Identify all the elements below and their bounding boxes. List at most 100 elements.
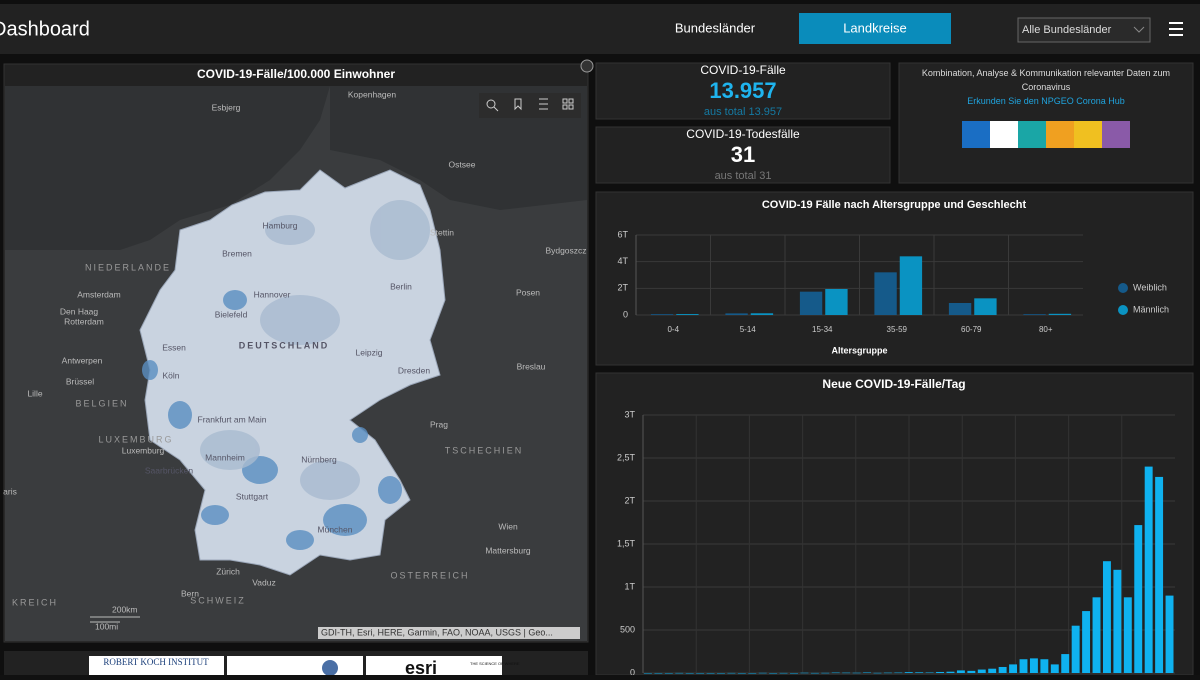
- x-tick-label: 80+: [1039, 325, 1053, 334]
- map-labels: Kopenhagen Esbjerg Ostsee Hamburg Stetti…: [3, 89, 586, 607]
- place: Esbjerg: [212, 102, 241, 112]
- info-text: Kombination, Analyse & Kommunikation rel…: [921, 68, 1171, 92]
- bar: [894, 672, 903, 674]
- cases-label: COVID-19-Fälle: [700, 63, 786, 77]
- cases-panel: [595, 62, 891, 120]
- country: SCHWEIZ: [190, 595, 246, 605]
- map-tool-icons: [486, 98, 574, 112]
- place: Amsterdam: [77, 289, 120, 299]
- bar: [1023, 314, 1046, 315]
- bar: [863, 672, 871, 673]
- y-tick-label: 0: [630, 667, 635, 675]
- bar: [727, 672, 736, 674]
- info-wrap: Kombination, Analyse & Kommunikation rel…: [921, 68, 1171, 106]
- bar: [799, 291, 823, 315]
- tab[interactable]: Landkreise: [843, 20, 907, 35]
- dropdown[interactable]: [1017, 17, 1151, 43]
- scale-label: 200km: [112, 604, 138, 614]
- place: Nürnberg: [301, 454, 337, 464]
- country: BELGIEN: [75, 398, 128, 408]
- close-button[interactable]: [580, 59, 594, 73]
- tab-active[interactable]: [799, 13, 951, 44]
- y-tick-label: 1,5T: [617, 538, 636, 548]
- bar: [1102, 561, 1111, 673]
- x-axis-label: Altersgruppe: [831, 345, 887, 355]
- bar: [706, 673, 715, 674]
- bar: [750, 313, 774, 315]
- bar: [974, 298, 997, 315]
- bar: [948, 303, 972, 315]
- bar: [650, 314, 674, 315]
- bar: [831, 672, 840, 674]
- bar: [717, 673, 725, 674]
- bar: [1040, 659, 1049, 673]
- deaths-panel: [595, 126, 891, 184]
- top-bar: [0, 4, 1200, 54]
- bar: [1029, 658, 1038, 673]
- place: Bielefeld: [215, 309, 248, 319]
- bar: [956, 670, 965, 673]
- place: Kopenhagen: [348, 89, 396, 99]
- y-tick-label: 2,5T: [617, 452, 636, 462]
- bar: [967, 670, 976, 673]
- bar: [1113, 569, 1122, 673]
- cases-value: 13.957: [709, 78, 776, 103]
- attribution: GDI-TH, Esri, HERE, Garmin, FAO, NOAA, U…: [321, 627, 553, 637]
- bar: [925, 672, 934, 673]
- place: Luxemburg: [122, 445, 165, 455]
- hub-icons: [962, 121, 1130, 148]
- country: KREICH: [12, 597, 58, 607]
- bar: [1048, 313, 1072, 315]
- bar: [998, 666, 1007, 673]
- place: Rotterdam: [64, 316, 104, 326]
- place: Bern: [181, 588, 199, 598]
- place: Hannover: [254, 289, 291, 299]
- x-tick-label: 60-79: [961, 325, 982, 334]
- bar: [946, 671, 955, 673]
- bar: [810, 672, 819, 674]
- legend-label: Männlich: [1133, 304, 1169, 314]
- bar: [883, 672, 892, 674]
- bar: [1155, 476, 1164, 673]
- bar: [904, 672, 913, 673]
- bar: [1019, 659, 1028, 673]
- place: Zürich: [216, 566, 240, 576]
- app-title: Dashboard: [0, 18, 90, 40]
- dropdown-text: Alle Bundesländer: [1022, 24, 1112, 36]
- bar: [675, 672, 684, 674]
- country: LUXEMBURG: [98, 434, 173, 444]
- bar: [1092, 597, 1101, 673]
- country: NIEDERLANDE: [85, 262, 171, 272]
- place: Stettin: [430, 227, 454, 237]
- bar: [1050, 664, 1059, 673]
- place: Leipzig: [356, 347, 383, 357]
- bar: [685, 673, 694, 674]
- logo-text: THE SCIENCE OF WHERE: [470, 661, 520, 666]
- deaths-label: COVID-19-Todesfälle: [686, 127, 800, 141]
- logo: [366, 656, 502, 675]
- place: Posen: [516, 287, 540, 297]
- bar: [873, 672, 882, 674]
- deaths-sub: aus total 31: [715, 170, 772, 182]
- y-tick-label: 0: [623, 309, 628, 319]
- bar: [852, 672, 861, 674]
- bar: [821, 672, 830, 674]
- info-link[interactable]: Erkunden Sie den NPGEO Corona Hub: [967, 96, 1125, 106]
- scale-bar: [90, 616, 140, 623]
- map-title: COVID-19-Fälle/100.000 Einwohner: [197, 67, 395, 81]
- place: Antwerpen: [62, 355, 103, 365]
- legend-swatch: [1118, 305, 1128, 315]
- bar: [676, 314, 699, 315]
- bar: [899, 256, 923, 315]
- logo: [89, 656, 224, 675]
- y-tick-label: 2T: [624, 495, 635, 505]
- bar: [737, 673, 746, 674]
- bar: [748, 673, 757, 674]
- place: Dresden: [398, 365, 430, 375]
- country: DEUTSCHLAND: [239, 340, 330, 350]
- place: Frankfurt am Main: [198, 414, 267, 424]
- logo-text: esri: [405, 658, 437, 675]
- menu-icon[interactable]: [1169, 22, 1183, 36]
- tab[interactable]: Bundesländer: [675, 20, 756, 35]
